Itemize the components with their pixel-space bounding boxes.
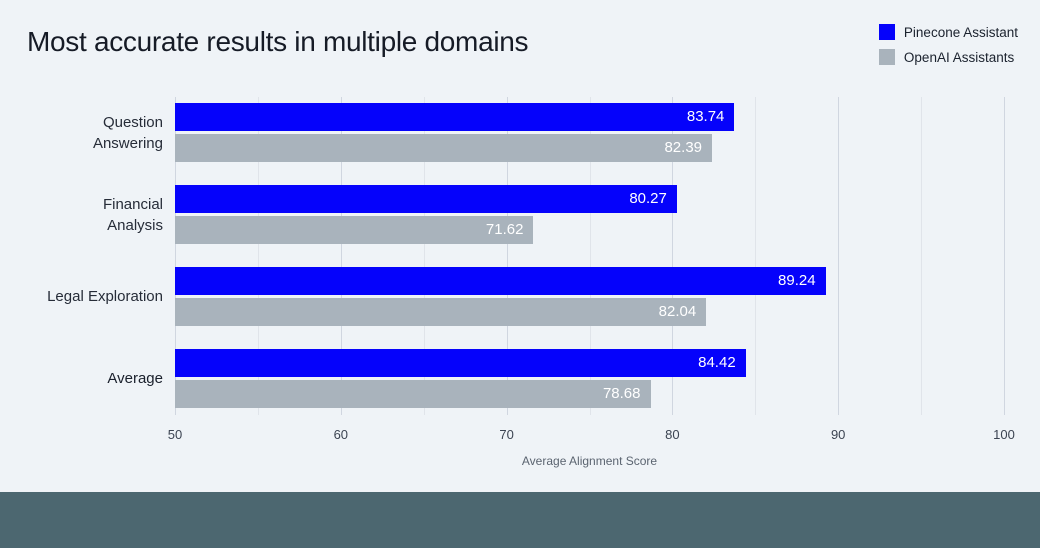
category-label-line: Financial bbox=[102, 195, 163, 213]
openai-legend-swatch-icon bbox=[878, 49, 895, 65]
legend-label-openai: OpenAI Assistants bbox=[903, 49, 1015, 65]
bar-value-label: 82.39 bbox=[664, 139, 703, 156]
category-label-line: Question bbox=[102, 113, 163, 131]
category-label-legal-exploration: Legal Exploration bbox=[15, 286, 163, 307]
chart-title: Most accurate results in multiple domain… bbox=[27, 26, 529, 57]
x-tick-90: 90 bbox=[830, 427, 846, 442]
bar-value-label: 84.42 bbox=[698, 354, 736, 371]
gridline-100 bbox=[1004, 97, 1005, 415]
footer-band bbox=[0, 492, 1040, 548]
gridline-85 bbox=[755, 97, 757, 415]
openai-bar-legal-exploration: 82.04 bbox=[175, 298, 707, 326]
gridline-70 bbox=[506, 97, 508, 415]
bar-value-label: 83.74 bbox=[686, 108, 725, 125]
legend-label-pinecone: Pinecone Assistant bbox=[903, 24, 1018, 40]
category-label-line: Average bbox=[107, 370, 163, 387]
pinecone-bar-financial-analysis: 80.27 bbox=[175, 185, 677, 213]
pinecone-bar-legal-exploration: 89.24 bbox=[175, 267, 826, 295]
legend-item-pinecone: Pinecone Assistant bbox=[878, 24, 1018, 40]
bar-value-label: 78.68 bbox=[602, 385, 641, 402]
legend: Pinecone Assistant OpenAI Assistants bbox=[878, 24, 1018, 65]
category-label-question-answering: Question Answering bbox=[15, 112, 163, 154]
bar-value-label: 80.27 bbox=[629, 190, 667, 207]
x-tick-100: 100 bbox=[993, 427, 1015, 442]
gridline-90 bbox=[838, 97, 840, 415]
gridline-75 bbox=[589, 97, 591, 415]
pinecone-bar-average: 84.42 bbox=[175, 349, 746, 377]
x-tick-70: 70 bbox=[499, 427, 514, 442]
bar-value-label: 82.04 bbox=[658, 303, 697, 320]
gridline-80 bbox=[672, 97, 674, 415]
gridline-95 bbox=[921, 97, 923, 415]
bar-value-label: 89.24 bbox=[778, 272, 816, 289]
bar-value-label: 71.62 bbox=[485, 221, 524, 238]
category-label-line: Analysis bbox=[107, 216, 163, 234]
x-tick-50: 50 bbox=[167, 427, 183, 442]
category-label-line: Legal Exploration bbox=[47, 288, 163, 305]
openai-bar-average: 78.68 bbox=[175, 380, 651, 408]
pinecone-bar-question-answering: 83.74 bbox=[175, 103, 735, 131]
legend-item-openai: OpenAI Assistants bbox=[878, 49, 1018, 65]
pinecone-legend-swatch-icon bbox=[878, 24, 895, 40]
gridline-55 bbox=[257, 97, 259, 415]
x-tick-60: 60 bbox=[333, 427, 349, 442]
category-label-financial-analysis: Financial Analysis bbox=[15, 194, 163, 236]
gridline-50 bbox=[175, 97, 176, 415]
x-tick-80: 80 bbox=[665, 427, 680, 442]
category-label-average: Average bbox=[15, 368, 163, 389]
openai-bar-financial-analysis: 71.62 bbox=[175, 216, 534, 244]
category-label-line: Answering bbox=[92, 134, 163, 152]
openai-bar-question-answering: 82.39 bbox=[175, 134, 713, 162]
x-axis-label: Average Alignment Score bbox=[521, 454, 658, 468]
gridline-65 bbox=[423, 97, 425, 415]
gridline-60 bbox=[340, 97, 342, 415]
